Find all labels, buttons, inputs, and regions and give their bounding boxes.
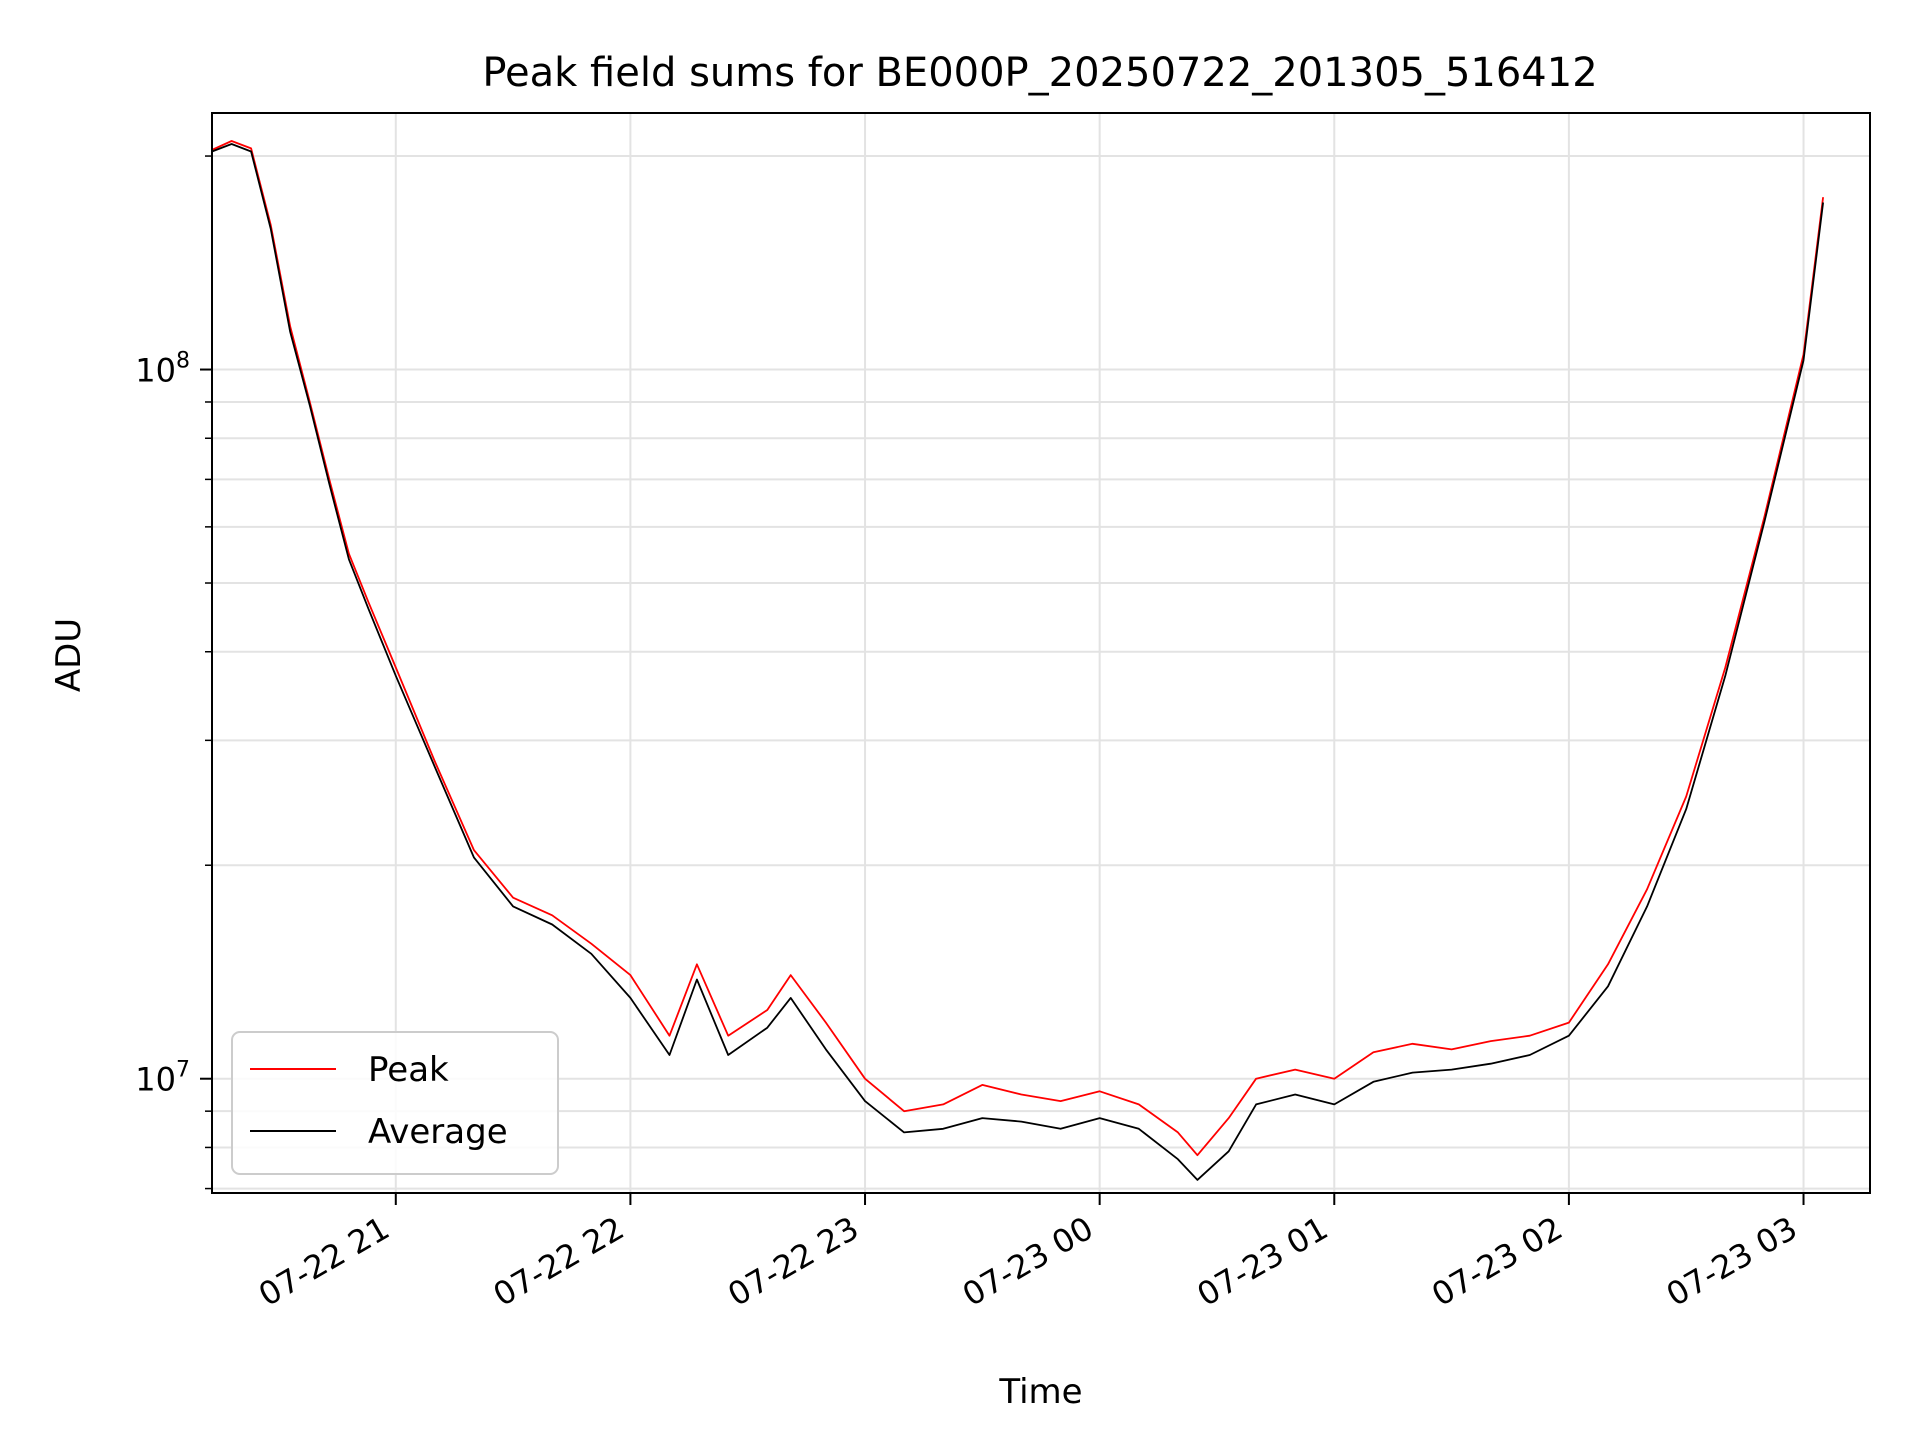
x-tick-label: 07-23 02 [1425, 1209, 1569, 1314]
legend: Peak Average [231, 1031, 559, 1175]
x-tick-label: 07-23 01 [1191, 1209, 1335, 1314]
series-line-peak [212, 140, 1824, 1157]
x-tick-label: 07-22 21 [252, 1209, 396, 1314]
x-tick-label: 07-23 00 [956, 1209, 1100, 1314]
grid-layer [212, 113, 1870, 1193]
plot-frame [211, 112, 1871, 1194]
legend-frame [231, 1031, 559, 1175]
legend-label-average: Average [368, 1112, 508, 1152]
x-tick-label: 07-22 22 [487, 1209, 631, 1314]
chart-title: Peak field sums for BE000P_20250722_2013… [482, 50, 1597, 96]
x-axis-title: Time [998, 1372, 1082, 1412]
x-tick-label: 07-23 03 [1660, 1209, 1804, 1314]
series-line-average [212, 143, 1824, 1181]
y-axis-title: ADU [49, 618, 89, 692]
y-tick-label: 108 [135, 349, 190, 390]
legend-label-peak: Peak [368, 1050, 449, 1090]
series-layer [212, 140, 1824, 1181]
x-tick-label: 07-22 23 [721, 1209, 865, 1314]
y-tick-label: 107 [135, 1058, 190, 1099]
